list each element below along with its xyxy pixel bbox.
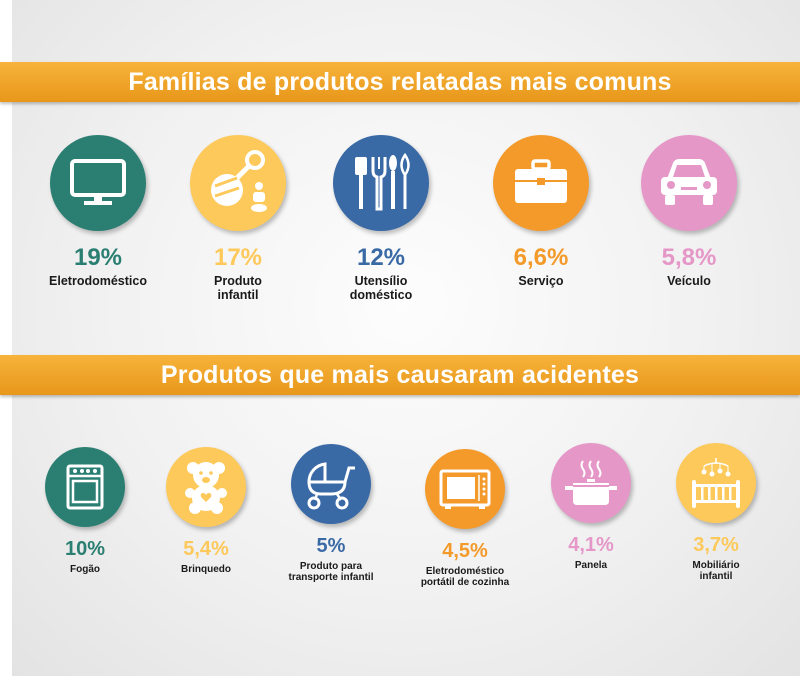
percent-value: 4,5% — [442, 540, 488, 562]
stat-item-appliance: 19% Eletrodoméstico — [46, 135, 150, 289]
category-label: Utensílio doméstico — [349, 274, 413, 302]
icon-circle — [493, 135, 589, 231]
stat-item-toy: 5,4% Brinquedo — [158, 447, 254, 575]
section-title-banner: Famílias de produtos relatadas mais comu… — [0, 62, 800, 102]
percent-value: 6,6% — [513, 244, 569, 271]
percent-value: 3,7% — [693, 534, 739, 556]
product-label: Fogão — [70, 564, 100, 575]
stat-item-child-product: 17% Produto infantil — [186, 135, 290, 303]
percent-value: 5,4% — [183, 538, 229, 560]
section-title: Produtos que mais causaram acidentes — [160, 361, 640, 389]
icon-circle — [425, 449, 505, 529]
stat-item-stove: 10% Fogão — [37, 447, 133, 575]
rattle-pacifier-icon — [211, 150, 267, 212]
percent-value: 10% — [64, 538, 106, 560]
percent-value: 5,8% — [661, 244, 717, 271]
stat-item-service: 6,6% Serviço — [489, 135, 593, 289]
icon-circle — [676, 443, 756, 523]
product-label: Panela — [574, 560, 608, 571]
stat-item-stroller: 5% Produto para transporte infantil — [283, 444, 379, 583]
car-icon — [661, 159, 717, 205]
baby-stroller-icon — [307, 462, 355, 510]
category-label: Veículo — [667, 274, 711, 288]
percent-value: 5% — [316, 535, 346, 557]
icon-circle — [45, 447, 125, 527]
stat-item-kitchen-appliance: 4,5% Eletrodoméstico portátil de cozinha — [412, 449, 518, 588]
section-title: Famílias de produtos relatadas mais comu… — [128, 68, 672, 96]
icon-circle — [291, 444, 371, 524]
icon-circle — [551, 443, 631, 523]
tv-monitor-icon — [70, 159, 126, 205]
percent-value: 19% — [73, 244, 123, 271]
icon-circle — [333, 135, 429, 231]
microwave-icon — [439, 469, 491, 509]
category-label: Eletrodoméstico — [49, 274, 147, 288]
product-label: Produto para transporte infantil — [288, 561, 374, 583]
crib-mobile-icon — [692, 458, 740, 508]
percent-value: 17% — [213, 244, 263, 271]
kitchen-utensils-icon — [355, 152, 410, 211]
icon-circle — [50, 135, 146, 231]
percent-value: 4,1% — [568, 534, 614, 556]
stat-item-household-utensil: 12% Utensílio doméstico — [329, 135, 433, 303]
briefcase-icon — [515, 159, 567, 203]
percent-value: 12% — [356, 244, 406, 271]
product-label: Brinquedo — [181, 564, 231, 575]
teddy-bear-icon — [185, 462, 227, 514]
stat-item-child-furniture: 3,7% Mobiliário infantil — [668, 443, 764, 582]
stat-item-pot: 4,1% Panela — [543, 443, 639, 571]
product-label: Eletrodoméstico portátil de cozinha — [420, 566, 510, 588]
section-title-banner: Produtos que mais causaram acidentes — [0, 355, 800, 395]
category-label: Produto infantil — [214, 274, 262, 302]
icon-circle — [641, 135, 737, 231]
background-panel — [12, 0, 800, 676]
icon-circle — [166, 447, 246, 527]
stove-icon — [66, 464, 104, 510]
product-label: Mobiliário infantil — [692, 560, 740, 582]
category-label: Serviço — [518, 274, 564, 288]
stat-item-vehicle: 5,8% Veículo — [637, 135, 741, 289]
icon-circle — [190, 135, 286, 231]
cooking-pot-icon — [565, 460, 617, 505]
